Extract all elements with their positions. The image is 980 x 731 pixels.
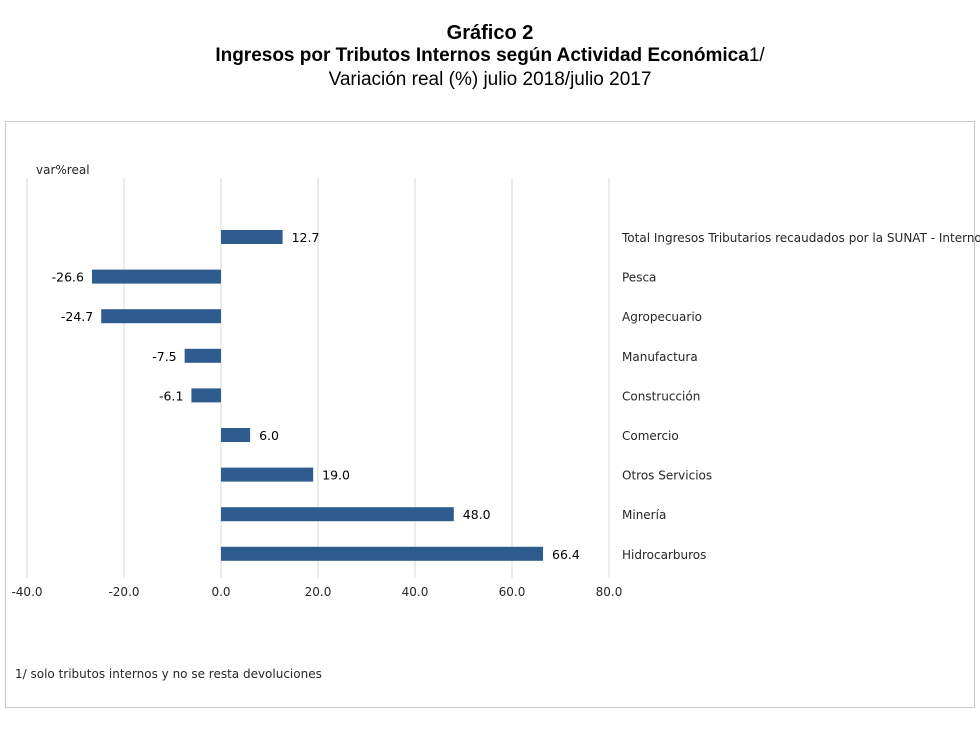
chart-title-block: Gráfico 2 Ingresos por Tributos Internos…: [0, 22, 980, 92]
value-label: -7.5: [152, 349, 176, 364]
value-label: -24.7: [61, 309, 93, 324]
x-tick-label: 80.0: [596, 585, 623, 599]
x-tick-label: 40.0: [402, 585, 429, 599]
category-label: Pesca: [622, 271, 656, 285]
category-label: Minería: [622, 508, 666, 522]
bar: [91, 269, 222, 284]
bar: [101, 309, 221, 324]
figure-number: Gráfico 2: [446, 22, 534, 44]
value-label: 19.0: [322, 468, 350, 483]
chart-subtitle: Variación real (%) julio 2018/julio 2017: [328, 69, 652, 90]
x-tick-label: 20.0: [305, 585, 332, 599]
x-tick-label: -40.0: [11, 585, 42, 599]
category-label: Agropecuario: [622, 310, 702, 324]
value-label: -6.1: [159, 388, 183, 403]
category-label: Manufactura: [622, 350, 698, 364]
x-tick-label: 60.0: [499, 585, 526, 599]
x-tick-labels: -40.0 -20.0 0.0 20.0 40.0 60.0 80.0: [11, 585, 622, 599]
footnote: 1/ solo tributos internos y no se resta …: [15, 667, 322, 681]
bar: [221, 230, 283, 244]
value-label: -26.6: [52, 270, 84, 285]
bar: [184, 348, 221, 363]
bar: [221, 546, 544, 561]
category-label: Otros Servicios: [622, 469, 712, 483]
category-label: Hidrocarburos: [622, 548, 706, 562]
value-label: 66.4: [552, 547, 580, 562]
chart-frame: [5, 121, 975, 708]
category-label: Comercio: [622, 429, 679, 443]
bar: [221, 428, 251, 442]
value-label: 12.7: [292, 230, 320, 245]
bar: [191, 388, 221, 403]
value-labels: 12.7 -26.6 -24.7 -7.5 -6.1 6.0 19.0 48.0 66.4: [52, 230, 580, 562]
category-label: Total Ingresos Tributarios recaudados po…: [621, 231, 980, 245]
category-label: Construcción: [622, 389, 700, 403]
bars: [91, 230, 544, 561]
chart-title-main: Ingresos por Tributos Internos según Act…: [215, 45, 749, 66]
value-label: 48.0: [463, 507, 491, 522]
x-tick-label: 0.0: [211, 585, 230, 599]
category-labels: Total Ingresos Tributarios recaudados po…: [621, 231, 980, 562]
value-label: 6.0: [259, 428, 279, 443]
chart-title: Ingresos por Tributos Internos según Act…: [0, 44, 980, 68]
y-axis-label: var%real: [36, 163, 90, 177]
bar: [221, 467, 314, 482]
chart-title-footnote-ref: 1/: [748, 45, 765, 66]
bar: [221, 507, 454, 522]
x-tick-label: -20.0: [108, 585, 139, 599]
